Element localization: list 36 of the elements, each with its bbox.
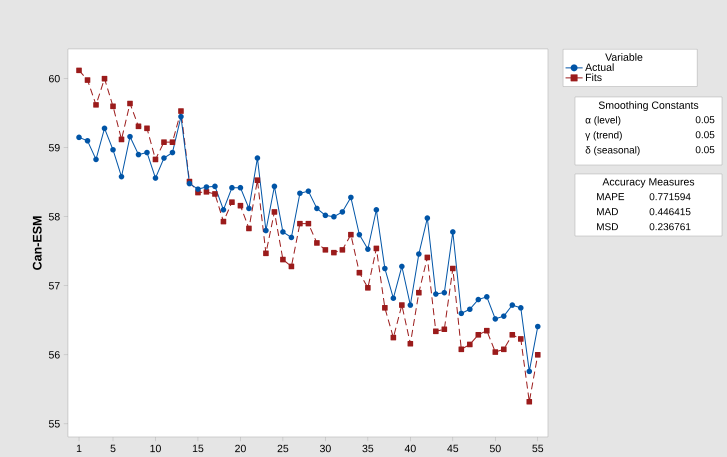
- y-tick-label: 55: [48, 420, 60, 428]
- text: γ (trend): [585, 131, 622, 141]
- text: Smoothing Constants: [598, 101, 698, 111]
- text: MAD: [597, 208, 618, 216]
- text: MSD: [597, 223, 618, 230]
- x-tick-label: 10: [150, 444, 161, 452]
- x-tick-label: 50: [490, 444, 501, 452]
- legend-label: Actual: [585, 63, 614, 71]
- x-tick-label: 40: [404, 444, 416, 452]
- x-tick-label: 5: [110, 444, 116, 452]
- text: 0.446415: [650, 208, 690, 216]
- y-tick-label: 60: [49, 74, 60, 82]
- x-tick-label: 15: [192, 444, 204, 452]
- x-tick-label: 45: [447, 444, 458, 452]
- legend-label: Fits: [586, 73, 602, 82]
- text: 0.05: [696, 146, 714, 154]
- x-tick-label: 25: [278, 444, 288, 452]
- text: 0.05: [696, 116, 714, 124]
- legend-title: Variable: [605, 53, 642, 61]
- text: 0.236761: [650, 223, 690, 230]
- text: MAPE: [597, 193, 624, 200]
- y-tick-label: 56: [48, 351, 60, 359]
- y-tick-label: 58: [48, 213, 60, 220]
- text: δ (seasonal): [586, 146, 640, 156]
- x-tick-label: 35: [362, 444, 374, 452]
- text: Accuracy Measures: [602, 178, 694, 188]
- y-tick-label: 59: [48, 144, 60, 152]
- text: 0.771594: [650, 193, 691, 200]
- x-tick-label: 20: [235, 444, 246, 452]
- x-tick-label: 1: [76, 444, 82, 452]
- y-axis-title: Can-ESM: [32, 216, 42, 270]
- text: α (level): [586, 116, 620, 126]
- text: 0.05: [696, 131, 714, 138]
- x-tick-label: 30: [320, 444, 331, 452]
- y-tick-label: 57: [48, 282, 60, 290]
- x-tick-label: 55: [532, 444, 544, 452]
